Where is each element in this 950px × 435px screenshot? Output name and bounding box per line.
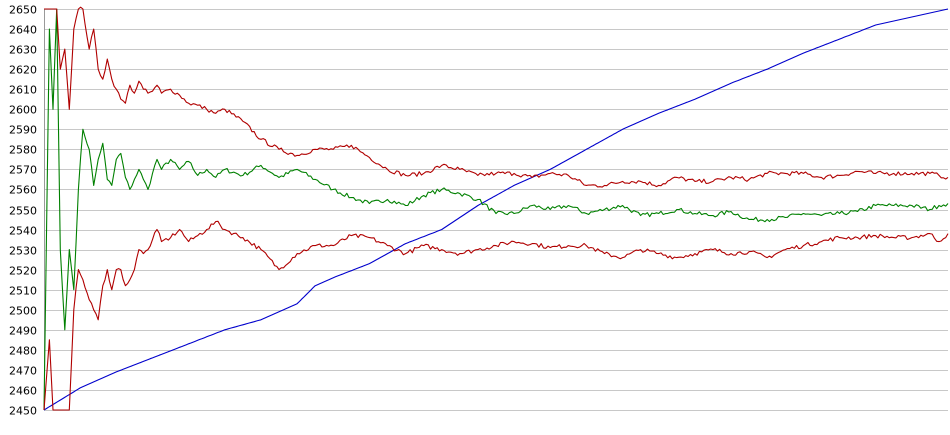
y-tick-label: 2580: [9, 144, 37, 157]
y-tick-label: 2490: [9, 325, 37, 338]
grid-lines: [44, 9, 948, 411]
y-tick-label: 2630: [9, 44, 37, 57]
series-line-2: [43, 8, 949, 411]
y-tick-label: 2600: [9, 104, 37, 117]
y-tick-label: 2450: [9, 405, 37, 418]
y-tick-labels: 2650 2640 2630 2620 2610 2600 2590 2580 2570 2560…: [9, 4, 37, 418]
series-line-4: [43, 220, 949, 411]
series-line-1: [43, 8, 949, 411]
y-tick-label: 2640: [9, 24, 37, 37]
y-tick-label: 2620: [9, 64, 37, 77]
series-line-3: [44, 6, 949, 188]
y-tick-label: 2480: [9, 345, 37, 358]
y-tick-label: 2460: [9, 385, 37, 398]
y-tick-label: 2530: [9, 245, 37, 258]
y-tick-label: 2500: [9, 305, 37, 318]
y-tick-label: 2550: [9, 205, 37, 218]
y-tick-label: 2570: [9, 164, 37, 177]
y-tick-label: 2650: [9, 4, 37, 17]
y-tick-label: 2540: [9, 225, 37, 238]
y-tick-label: 2470: [9, 365, 37, 378]
y-tick-label: 2520: [9, 265, 37, 278]
y-tick-label: 2510: [9, 285, 37, 298]
series-lines: [43, 6, 949, 411]
y-tick-label: 2610: [9, 84, 37, 97]
y-tick-label: 2560: [9, 184, 37, 197]
y-tick-label: 2590: [9, 124, 37, 137]
